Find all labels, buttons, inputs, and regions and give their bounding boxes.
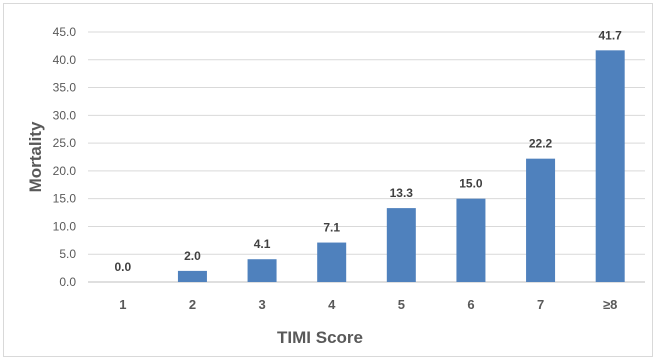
y-tick-label: 45.0	[53, 25, 77, 39]
bar	[386, 208, 416, 282]
x-axis-ticks: 1 2 3 4 5 6 7 ≥8	[119, 297, 617, 312]
y-tick-label: 35.0	[53, 81, 77, 95]
y-axis-title: Mortality	[26, 121, 45, 192]
bar	[247, 259, 277, 282]
bar	[595, 50, 625, 283]
y-tick-label: 0.0	[59, 275, 76, 289]
y-axis-ticks: 0.0 5.0 10.0 15.0 20.0 25.0 30.0 35.0 40.0 45.0	[53, 25, 77, 289]
bar	[456, 198, 486, 282]
data-labels: 0.0 2.0 4.1 7.1 13.3 15.0 22.2 41.7	[114, 28, 622, 274]
bar	[317, 242, 347, 282]
x-tick-label: 1	[119, 297, 126, 312]
data-label: 15.0	[459, 177, 483, 191]
x-tick-label: 3	[258, 297, 265, 312]
data-label: 22.2	[529, 137, 553, 151]
y-tick-label: 10.0	[53, 219, 77, 233]
y-tick-label: 5.0	[59, 247, 76, 261]
gridlines	[88, 31, 645, 283]
bars	[177, 50, 625, 283]
x-tick-label: 6	[467, 297, 474, 312]
data-label: 0.0	[114, 260, 131, 274]
y-tick-label: 25.0	[53, 136, 77, 150]
y-tick-label: 30.0	[53, 108, 77, 122]
y-tick-label: 40.0	[53, 53, 77, 67]
data-label: 4.1	[254, 237, 271, 251]
x-tick-label: ≥8	[603, 297, 617, 312]
bar	[177, 270, 207, 282]
x-tick-label: 2	[189, 297, 196, 312]
x-tick-label: 7	[537, 297, 544, 312]
x-tick-label: 5	[398, 297, 405, 312]
bar	[526, 158, 556, 282]
data-label: 2.0	[184, 249, 201, 263]
y-tick-label: 15.0	[53, 192, 77, 206]
data-label: 13.3	[390, 186, 414, 200]
x-tick-label: 4	[328, 297, 336, 312]
data-label: 41.7	[599, 28, 623, 42]
y-tick-label: 20.0	[53, 164, 77, 178]
data-label: 7.1	[323, 221, 340, 235]
x-axis-title: TIMI Score	[277, 328, 363, 347]
